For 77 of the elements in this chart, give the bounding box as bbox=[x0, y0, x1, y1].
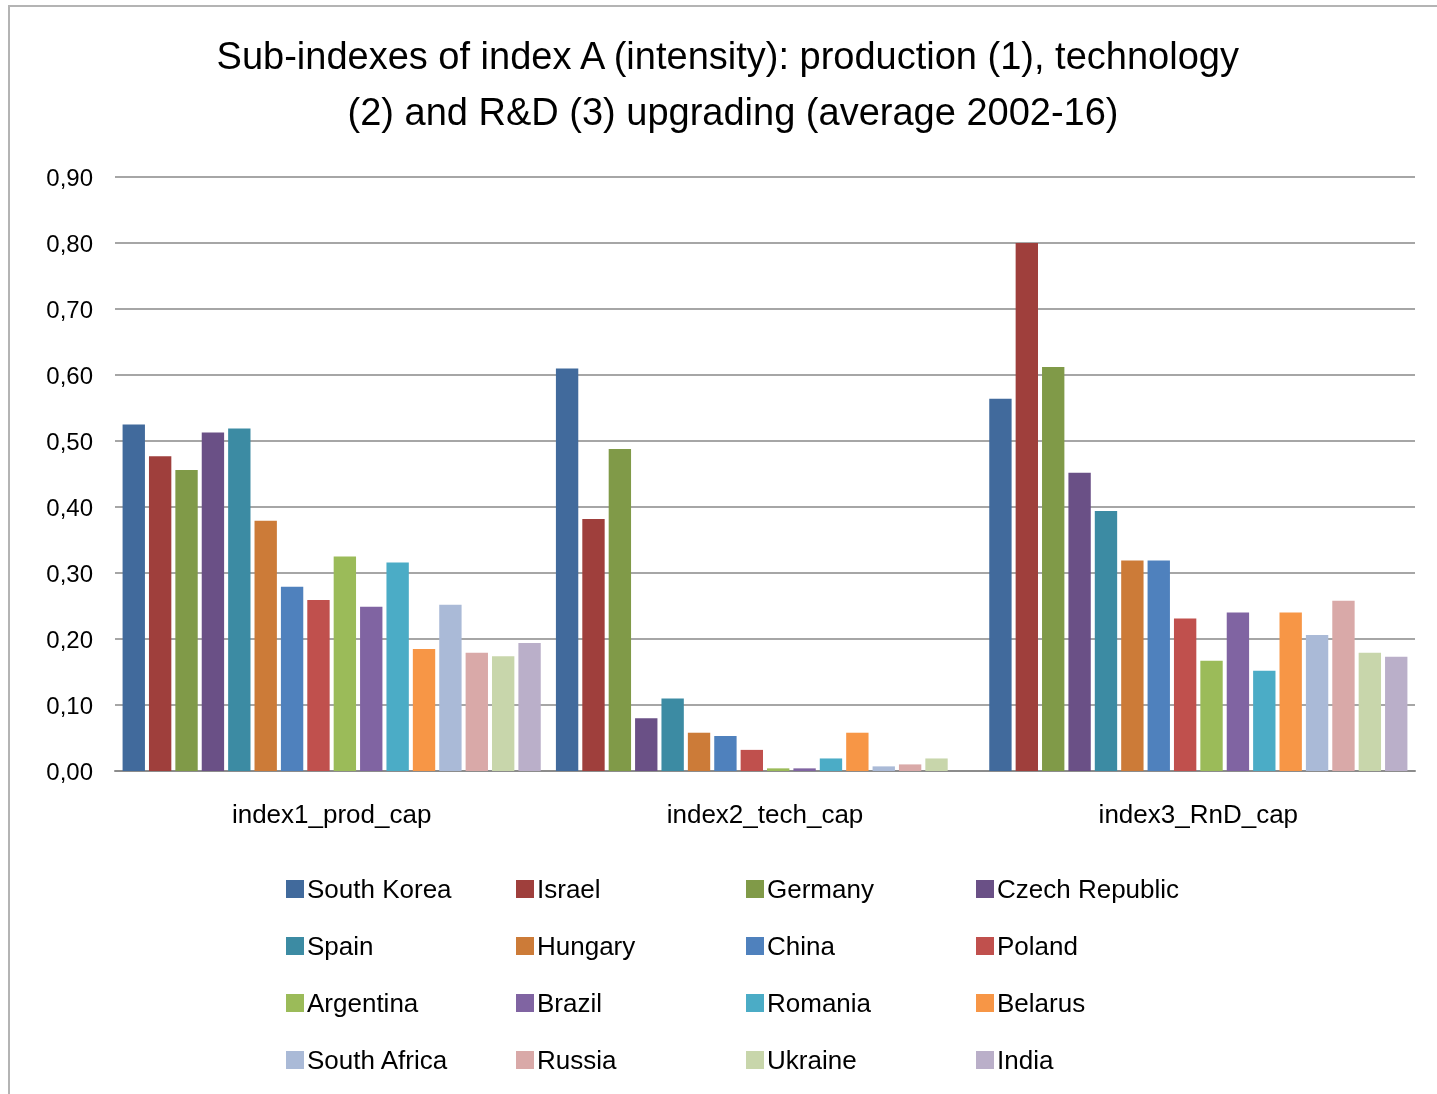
legend-label: Ukraine bbox=[767, 1045, 857, 1075]
legend-label: India bbox=[997, 1045, 1054, 1075]
bar bbox=[1015, 243, 1038, 771]
legend-label: China bbox=[767, 931, 836, 961]
bar bbox=[254, 520, 277, 771]
bar bbox=[740, 749, 763, 771]
bar bbox=[1068, 472, 1091, 771]
bar bbox=[175, 470, 198, 771]
legend-label: Russia bbox=[537, 1045, 618, 1075]
bar bbox=[687, 732, 711, 771]
bar bbox=[307, 600, 330, 771]
x-tick-label: index2_tech_cap bbox=[666, 799, 864, 829]
bar bbox=[386, 562, 409, 771]
bar bbox=[518, 642, 541, 771]
legend-label: Romania bbox=[767, 988, 872, 1018]
bar bbox=[989, 398, 1012, 771]
bar bbox=[846, 732, 869, 771]
bar bbox=[1200, 660, 1223, 771]
bar bbox=[1226, 612, 1250, 771]
legend-label: South Africa bbox=[307, 1045, 448, 1075]
bar bbox=[635, 718, 658, 771]
y-tick-label: 0,80 bbox=[46, 229, 93, 257]
legend-label: Brazil bbox=[537, 988, 603, 1018]
y-tick-label: 0,10 bbox=[46, 691, 93, 719]
bar bbox=[555, 368, 579, 771]
bar bbox=[714, 736, 737, 771]
bar bbox=[465, 652, 488, 771]
legend-label: Israel bbox=[537, 874, 601, 904]
y-tick-label: 0,00 bbox=[46, 757, 93, 785]
bar bbox=[412, 648, 436, 771]
bar bbox=[439, 604, 462, 771]
bar bbox=[228, 428, 251, 771]
bar bbox=[819, 758, 843, 771]
legend-label: Poland bbox=[997, 931, 1078, 961]
bar bbox=[793, 768, 816, 771]
y-tick-label: 0,50 bbox=[46, 427, 93, 455]
x-tick-label: index1_prod_cap bbox=[231, 799, 432, 829]
y-tick-label: 0,60 bbox=[46, 361, 93, 389]
y-tick-label: 0,70 bbox=[46, 295, 93, 323]
bar bbox=[1358, 652, 1382, 771]
legend-label: South Korea bbox=[307, 874, 453, 904]
bar bbox=[661, 698, 684, 771]
bar bbox=[1253, 670, 1276, 771]
bar bbox=[148, 456, 172, 771]
bar bbox=[1147, 560, 1170, 771]
bar bbox=[1042, 367, 1065, 771]
chart-title: Sub-indexes of index A (intensity): production (1), technology (2) and R&D (3) upgrading (average 2002-16) bbox=[216, 35, 1250, 133]
bar bbox=[1094, 510, 1118, 771]
bar bbox=[1332, 600, 1355, 771]
legend-label: Spain bbox=[307, 931, 374, 961]
bar bbox=[1121, 560, 1144, 771]
legend-label: Argentina bbox=[307, 988, 419, 1018]
bar bbox=[333, 556, 357, 771]
y-tick-label: 0,40 bbox=[46, 493, 93, 521]
bar bbox=[201, 432, 225, 771]
bar bbox=[280, 586, 304, 771]
y-tick-label: 0,30 bbox=[46, 559, 93, 587]
bar bbox=[582, 518, 605, 771]
bar bbox=[925, 758, 948, 771]
bar bbox=[872, 766, 895, 771]
bar bbox=[767, 768, 790, 771]
bar bbox=[1279, 612, 1302, 771]
legend-label: Czech Republic bbox=[997, 874, 1180, 904]
legend-label: Germany bbox=[767, 874, 874, 904]
bar bbox=[122, 424, 145, 771]
bar bbox=[360, 606, 383, 771]
bar bbox=[898, 764, 922, 771]
legend-label: Hungary bbox=[537, 931, 636, 961]
y-tick-label: 0,90 bbox=[46, 163, 93, 191]
legend-label: Belarus bbox=[997, 988, 1086, 1018]
bar bbox=[492, 656, 515, 771]
bar bbox=[1385, 656, 1408, 771]
bar bbox=[1173, 618, 1197, 771]
bar bbox=[608, 448, 632, 771]
x-tick-label: index3_RnD_cap bbox=[1098, 799, 1299, 829]
y-tick-label: 0,20 bbox=[46, 625, 93, 653]
bar bbox=[1305, 635, 1329, 771]
